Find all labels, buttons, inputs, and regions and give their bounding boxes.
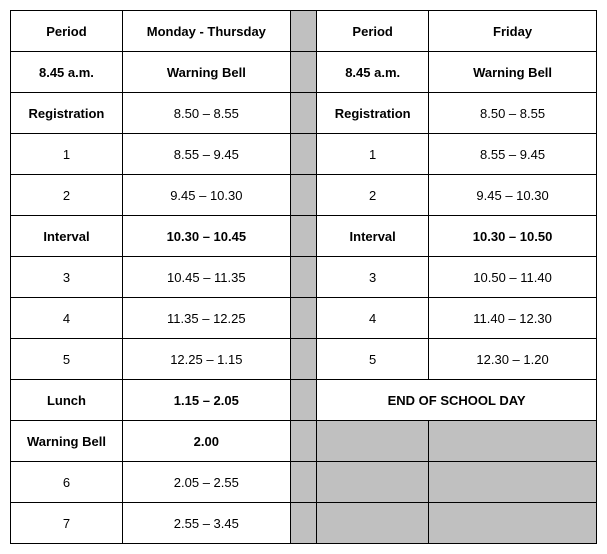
empty-cell (317, 462, 429, 503)
table-row: 1 8.55 – 9.45 1 8.55 – 9.45 (11, 134, 597, 175)
gap-cell (290, 216, 316, 257)
table-row: Warning Bell 2.00 (11, 421, 597, 462)
table-row: 7 2.55 – 3.45 (11, 503, 597, 544)
left-period: Warning Bell (11, 421, 123, 462)
table-row: 2 9.45 – 10.30 2 9.45 – 10.30 (11, 175, 597, 216)
left-time: 10.30 – 10.45 (122, 216, 290, 257)
left-time: 9.45 – 10.30 (122, 175, 290, 216)
table-row: 5 12.25 – 1.15 5 12.30 – 1.20 (11, 339, 597, 380)
left-time: 12.25 – 1.15 (122, 339, 290, 380)
left-period: 7 (11, 503, 123, 544)
left-period: Interval (11, 216, 123, 257)
left-time: 8.50 – 8.55 (122, 93, 290, 134)
left-period: 8.45 a.m. (11, 52, 123, 93)
right-time: 12.30 – 1.20 (429, 339, 597, 380)
gap-cell (290, 421, 316, 462)
table-row: 6 2.05 – 2.55 (11, 462, 597, 503)
gap-cell (290, 93, 316, 134)
gap-cell (290, 380, 316, 421)
right-time: 11.40 – 12.30 (429, 298, 597, 339)
right-time: 8.50 – 8.55 (429, 93, 597, 134)
left-time: 10.45 – 11.35 (122, 257, 290, 298)
left-period: 4 (11, 298, 123, 339)
table-row: 4 11.35 – 12.25 4 11.40 – 12.30 (11, 298, 597, 339)
left-header-day: Monday - Thursday (122, 11, 290, 52)
right-time: Warning Bell (429, 52, 597, 93)
gap-cell (290, 52, 316, 93)
left-time: 2.00 (122, 421, 290, 462)
gap-cell (290, 175, 316, 216)
left-time: 11.35 – 12.25 (122, 298, 290, 339)
right-header-period: Period (317, 11, 429, 52)
empty-cell (317, 503, 429, 544)
left-period: 6 (11, 462, 123, 503)
right-header-day: Friday (429, 11, 597, 52)
gap-cell (290, 339, 316, 380)
right-time: 10.50 – 11.40 (429, 257, 597, 298)
empty-cell (429, 421, 597, 462)
gap-cell (290, 503, 316, 544)
left-period: 1 (11, 134, 123, 175)
right-period: Registration (317, 93, 429, 134)
left-period: 3 (11, 257, 123, 298)
left-period: 5 (11, 339, 123, 380)
right-period: 3 (317, 257, 429, 298)
table-row: 3 10.45 – 11.35 3 10.50 – 11.40 (11, 257, 597, 298)
right-period: 1 (317, 134, 429, 175)
gap-cell (290, 134, 316, 175)
left-time: 8.55 – 9.45 (122, 134, 290, 175)
gap-cell (290, 462, 316, 503)
table-row: Period Monday - Thursday Period Friday (11, 11, 597, 52)
table-row: Registration 8.50 – 8.55 Registration 8.… (11, 93, 597, 134)
empty-cell (429, 503, 597, 544)
left-time: Warning Bell (122, 52, 290, 93)
left-period: 2 (11, 175, 123, 216)
left-period: Registration (11, 93, 123, 134)
timetable: Period Monday - Thursday Period Friday 8… (10, 10, 597, 544)
right-period: 4 (317, 298, 429, 339)
right-period: 2 (317, 175, 429, 216)
left-time: 1.15 – 2.05 (122, 380, 290, 421)
left-period: Lunch (11, 380, 123, 421)
table-row: Lunch 1.15 – 2.05 END OF SCHOOL DAY (11, 380, 597, 421)
table-row: Interval 10.30 – 10.45 Interval 10.30 – … (11, 216, 597, 257)
gap-cell (290, 257, 316, 298)
right-time: 10.30 – 10.50 (429, 216, 597, 257)
gap-cell (290, 298, 316, 339)
left-time: 2.55 – 3.45 (122, 503, 290, 544)
right-time: 9.45 – 10.30 (429, 175, 597, 216)
left-time: 2.05 – 2.55 (122, 462, 290, 503)
empty-cell (429, 462, 597, 503)
gap-cell (290, 11, 316, 52)
right-time: 8.55 – 9.45 (429, 134, 597, 175)
left-header-period: Period (11, 11, 123, 52)
table-row: 8.45 a.m. Warning Bell 8.45 a.m. Warning… (11, 52, 597, 93)
empty-cell (317, 421, 429, 462)
right-period: 8.45 a.m. (317, 52, 429, 93)
right-period: 5 (317, 339, 429, 380)
right-period: Interval (317, 216, 429, 257)
end-of-day: END OF SCHOOL DAY (317, 380, 597, 421)
